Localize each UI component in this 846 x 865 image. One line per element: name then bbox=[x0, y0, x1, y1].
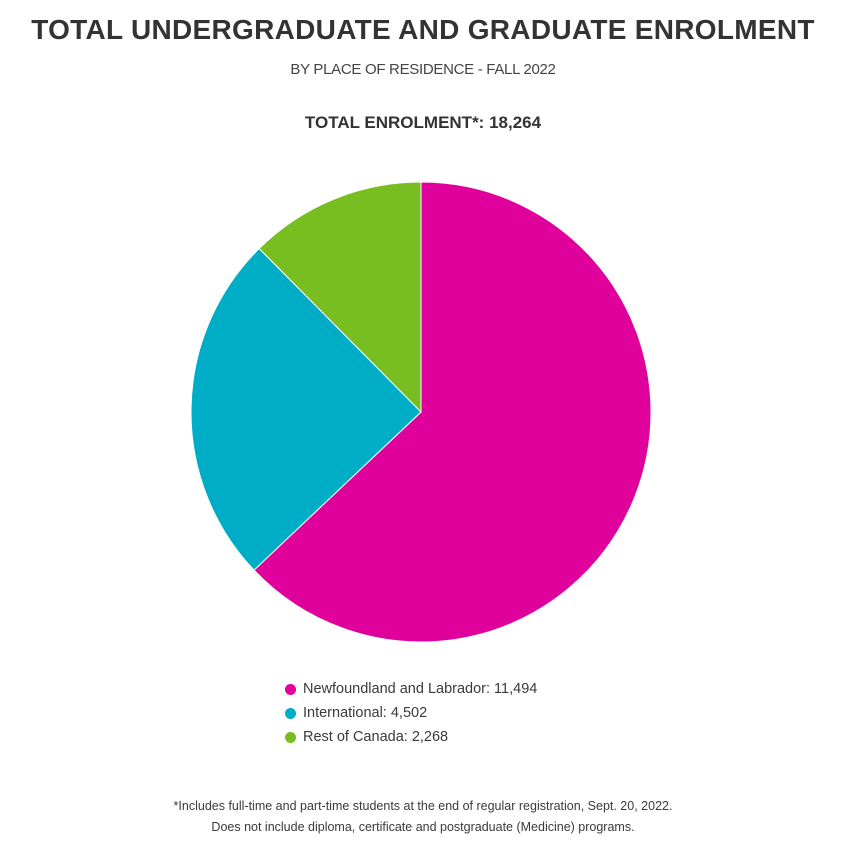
footnote-line-1: *Includes full-time and part-time studen… bbox=[173, 799, 673, 813]
legend-item-international: International: 4,502 bbox=[285, 701, 537, 725]
legend-dot-icon bbox=[285, 707, 296, 719]
legend-label: International: 4,502 bbox=[303, 705, 428, 721]
footnote: *Includes full-time and part-time studen… bbox=[0, 796, 846, 838]
legend-item-rest-of-canada: Rest of Canada: 2,268 bbox=[285, 725, 537, 749]
total-enrolment-label: TOTAL ENROLMENT*: 18,264 bbox=[304, 113, 542, 132]
legend-label: Newfoundland and Labrador: 11,494 bbox=[303, 681, 538, 697]
pie-chart bbox=[190, 181, 652, 643]
legend-label: Rest of Canada: 2,268 bbox=[303, 729, 449, 745]
slice-newfoundland bbox=[253, 181, 652, 643]
footnote-line-2: Does not include diploma, certificate an… bbox=[211, 820, 635, 834]
legend-dot-icon bbox=[285, 683, 296, 695]
chart-legend: Newfoundland and Labrador: 11,494 Intern… bbox=[285, 677, 537, 749]
legend-dot-icon bbox=[285, 731, 296, 743]
slice-rest-of-canada bbox=[258, 181, 422, 414]
chart-title: TOTAL UNDERGRADUATE AND GRADUATE ENROLME… bbox=[31, 14, 815, 45]
legend-item-newfoundland: Newfoundland and Labrador: 11,494 bbox=[285, 677, 537, 701]
chart-subtitle: BY PLACE OF RESIDENCE - FALL 2022 bbox=[290, 61, 556, 78]
slice-international bbox=[190, 247, 422, 571]
